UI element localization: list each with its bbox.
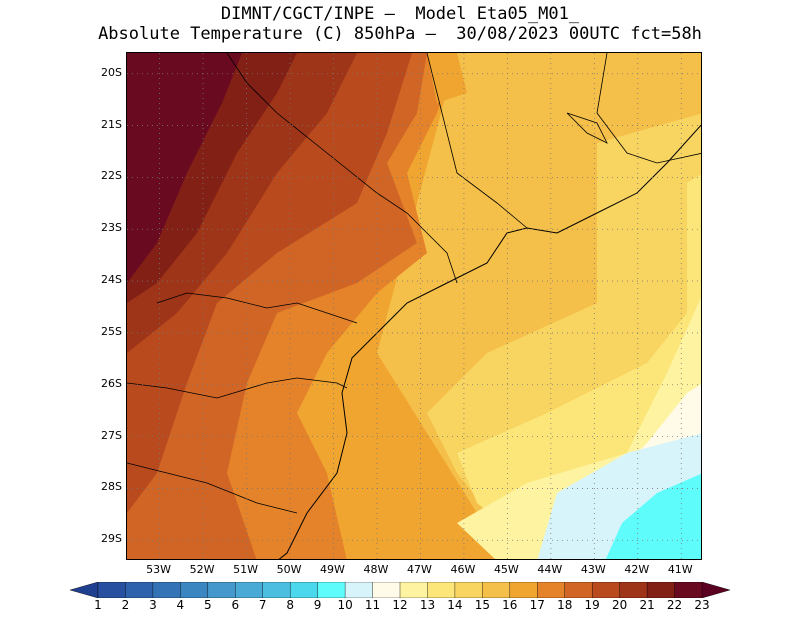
lat-tick-label: 24S — [101, 273, 122, 287]
chart-title-line-2: Absolute Temperature (C) 850hPa — 30/08/… — [98, 24, 702, 44]
lon-tick-label: 47W — [406, 563, 432, 576]
state-border-2 — [127, 377, 348, 399]
colorbar-label: 9 — [313, 598, 322, 612]
colorbar-bin — [482, 582, 511, 598]
colorbar-bin — [262, 582, 291, 598]
lon-tick-label: 53W — [146, 563, 172, 576]
lat-tick-label: 27S — [101, 428, 122, 442]
lon-tick-label: 50W — [276, 563, 302, 576]
colorbar-label: 14 — [447, 598, 463, 612]
colorbar-bin — [372, 582, 401, 598]
reservoir-outline — [566, 112, 608, 144]
field-23C — [127, 53, 242, 283]
lon-tick-label: 43W — [580, 563, 606, 576]
lat-tick-label: 22S — [101, 169, 122, 183]
colorbar-label: 13 — [419, 598, 436, 612]
colorbar-label: 12 — [392, 598, 408, 612]
colorbar-bin — [537, 582, 566, 598]
colorbar-label: 4 — [176, 598, 185, 612]
colorbar-bin — [427, 582, 456, 598]
colorbar-label: 5 — [203, 598, 212, 612]
colorbar-bin — [125, 582, 154, 598]
colorbar-bin — [235, 582, 264, 598]
colorbar-label: 20 — [611, 598, 628, 612]
chart-title-line-1: DIMNT/CGCT/INPE — Model Eta05_M01_ — [220, 4, 580, 24]
colorbar-bin — [70, 582, 99, 598]
colorbar-label: 17 — [529, 598, 545, 612]
lat-tick-label: 29S — [101, 532, 122, 546]
colorbar-bin — [317, 582, 346, 598]
colorbar-bin — [289, 582, 319, 598]
colorbar-label: 23 — [694, 598, 710, 612]
lat-tick-label: 28S — [101, 480, 122, 494]
colorbar-bin — [646, 582, 676, 598]
colorbar-label: 18 — [557, 598, 573, 612]
lon-tick-label: 48W — [363, 563, 389, 576]
colorbar-bin — [509, 582, 538, 598]
lat-tick-label: 20S — [101, 65, 122, 79]
colorbar-label: 16 — [502, 598, 518, 612]
lon-tick-label: 52W — [189, 563, 215, 576]
colorbar-bin — [207, 582, 236, 598]
colorbar-bin — [399, 582, 429, 598]
colorbar-label: 21 — [639, 598, 655, 612]
colorbar-bin — [152, 582, 182, 598]
colorbar-label: 19 — [584, 598, 600, 612]
coastline — [278, 124, 701, 559]
colorbar-bin — [454, 582, 484, 598]
colorbar-label: 6 — [231, 598, 240, 612]
colorbar-label: 7 — [258, 598, 267, 612]
lon-tick-label: 42W — [624, 563, 650, 576]
colorbar-label: 22 — [666, 598, 683, 612]
colorbar-bin — [701, 582, 730, 598]
lon-tick-label: 49W — [320, 563, 345, 576]
colorbar-label: 15 — [474, 598, 490, 612]
state-border-3 — [127, 462, 298, 514]
lon-tick-label: 45W — [493, 563, 519, 576]
colorbar-label: 8 — [286, 598, 294, 612]
lat-tick-label: 23S — [101, 221, 122, 235]
field-10C — [605, 473, 701, 559]
lon-tick-label: 44W — [537, 563, 563, 576]
lon-tick-label: 51W — [233, 563, 258, 576]
lon-tick-label: 46W — [450, 563, 476, 576]
colorbar-bin — [564, 582, 593, 598]
colorbar-label: 1 — [94, 598, 102, 612]
lat-tick-label: 26S — [101, 376, 122, 390]
temperature-map — [126, 52, 702, 560]
colorbar-bin — [180, 582, 209, 598]
temperature-field — [127, 53, 701, 559]
state-border-5 — [426, 53, 528, 229]
colorbar-label: 2 — [121, 598, 130, 612]
lat-tick-label: 21S — [101, 117, 122, 131]
colorbar-label: 10 — [337, 598, 353, 612]
state-border-6 — [596, 53, 701, 164]
lon-tick-label: 41W — [667, 563, 693, 576]
colorbar-label: 11 — [364, 598, 381, 612]
colorbar-bin — [619, 582, 648, 598]
colorbar — [70, 582, 730, 598]
lat-tick-label: 25S — [101, 324, 122, 338]
colorbar-bin — [344, 582, 374, 598]
colorbar-bin — [674, 582, 703, 598]
colorbar-bin — [591, 582, 621, 598]
field-warm-patch — [427, 53, 467, 103]
state-border-4 — [156, 292, 358, 324]
grid-lines — [127, 53, 701, 559]
colorbar-label: 3 — [149, 598, 157, 612]
colorbar-bin — [97, 582, 127, 598]
